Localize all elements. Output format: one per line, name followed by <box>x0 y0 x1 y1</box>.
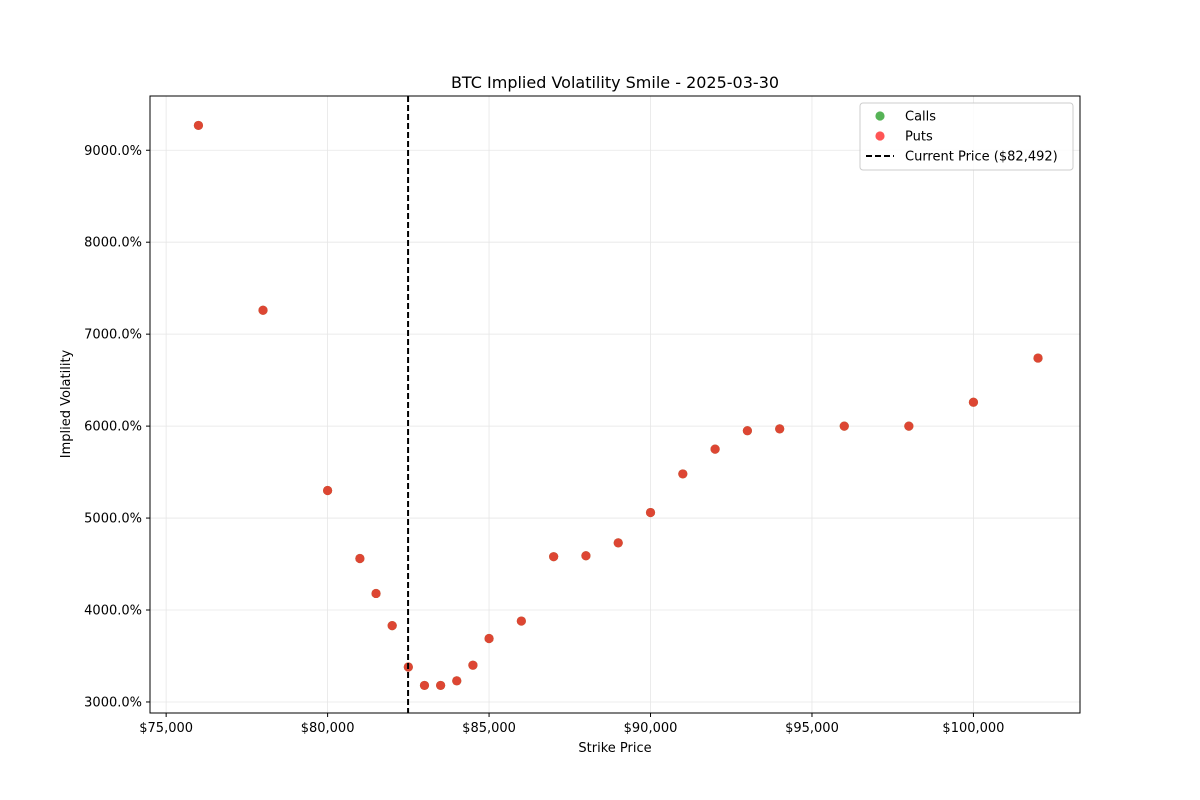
puts-point <box>258 305 268 315</box>
x-tick-label: $90,000 <box>624 721 678 736</box>
puts-point <box>549 552 559 562</box>
legend-marker <box>875 111 885 121</box>
puts-point <box>516 616 526 626</box>
plot-frame <box>149 95 1081 714</box>
legend-label: Current Price ($82,492) <box>905 150 1058 165</box>
puts-point <box>323 485 333 496</box>
x-tick-label: $100,000 <box>942 721 1004 736</box>
puts-point <box>678 469 688 479</box>
data-points <box>193 120 1043 691</box>
y-tick-label: 6000.0% <box>84 420 142 435</box>
puts-point <box>839 421 849 431</box>
x-axis-label: Strike Price <box>578 741 651 756</box>
puts-point <box>581 551 591 561</box>
legend-box <box>859 102 1074 171</box>
puts-point <box>419 680 430 691</box>
puts-point <box>452 676 462 686</box>
puts-point <box>710 444 720 454</box>
x-axis-ticks: $75,000 $80,000 $85,000 $90,000 $95,000 $100,… <box>139 713 1004 736</box>
puts-point <box>613 538 623 548</box>
puts-point <box>355 553 365 564</box>
puts-point <box>645 507 656 518</box>
y-tick-label: 9000.0% <box>84 144 142 159</box>
y-axis-label: Implied Volatility <box>59 349 74 458</box>
puts-point <box>436 680 446 691</box>
y-tick-label: 8000.0% <box>84 236 142 251</box>
puts-point <box>468 660 478 670</box>
y-tick-label: 3000.0% <box>84 695 142 710</box>
chart-title: BTC Implied Volatility Smile - 2025-03-3… <box>451 73 779 92</box>
puts-point <box>193 120 204 131</box>
puts-point <box>484 633 494 644</box>
x-tick-label: $75,000 <box>139 721 193 736</box>
legend: Calls Puts Current Price ($82,492) <box>859 102 1074 171</box>
y-tick-label: 7000.0% <box>84 328 142 343</box>
puts-point <box>904 421 914 431</box>
legend-label: Calls <box>905 110 936 125</box>
puts-point <box>371 588 381 599</box>
grid <box>150 96 1080 713</box>
puts-point <box>742 426 752 436</box>
y-tick-label: 4000.0% <box>84 604 142 619</box>
legend-label: Puts <box>905 130 933 145</box>
x-tick-label: $80,000 <box>301 721 355 736</box>
puts-point <box>968 397 979 407</box>
y-tick-label: 5000.0% <box>84 512 142 527</box>
puts-point <box>775 424 785 434</box>
puts-point <box>387 621 397 631</box>
x-tick-label: $95,000 <box>785 721 839 736</box>
puts-point <box>1033 353 1043 363</box>
x-tick-label: $85,000 <box>462 721 516 736</box>
legend-marker <box>875 131 885 141</box>
y-axis-ticks: 3000.0% 4000.0% 5000.0% 6000.0% 7000.0% 8000.… <box>84 144 150 710</box>
